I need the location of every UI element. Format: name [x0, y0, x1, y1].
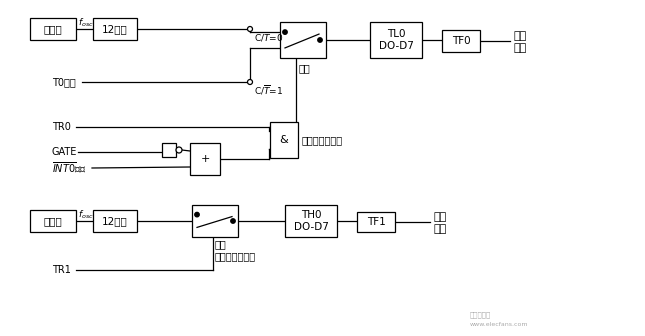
Bar [93, 210, 137, 232]
Text: $\overline{INT0}$引脚: $\overline{INT0}$引脚 [52, 161, 86, 175]
Bar [30, 210, 76, 232]
Text: TH0
DO-D7: TH0 DO-D7 [293, 210, 328, 232]
Text: 中断: 中断 [433, 212, 446, 222]
Text: 控制: 控制 [215, 239, 226, 249]
Text: （高电平有效）: （高电平有效） [302, 135, 343, 145]
Bar [357, 212, 395, 232]
Text: TF0: TF0 [451, 36, 470, 46]
Circle shape [248, 27, 252, 32]
Circle shape [176, 147, 182, 153]
Text: 振荡器: 振荡器 [44, 24, 63, 34]
Circle shape [195, 212, 199, 217]
Bar [192, 205, 238, 237]
Text: $f_{osc}$: $f_{osc}$ [78, 17, 94, 29]
Bar [30, 18, 76, 40]
Text: C/$\overline{T}$=0: C/$\overline{T}$=0 [254, 31, 284, 44]
Text: $f_{osc}$: $f_{osc}$ [78, 209, 94, 221]
Bar [442, 30, 480, 52]
Bar [162, 143, 176, 157]
Text: +: + [201, 154, 210, 164]
Bar [280, 22, 326, 58]
Circle shape [248, 80, 252, 84]
Bar [270, 122, 298, 158]
Bar [93, 18, 137, 40]
Text: C/$\overline{T}$=1: C/$\overline{T}$=1 [254, 84, 283, 97]
Text: 12分频: 12分频 [102, 24, 128, 34]
Text: TR0: TR0 [52, 122, 71, 132]
Text: TF1: TF1 [366, 217, 385, 227]
Circle shape [283, 30, 287, 34]
Text: 电子发烧友: 电子发烧友 [470, 312, 491, 318]
Text: 请求: 请求 [513, 43, 526, 53]
Text: &: & [280, 135, 288, 145]
Text: T0引脚: T0引脚 [52, 77, 75, 87]
Bar [370, 22, 422, 58]
Text: 振荡器: 振荡器 [44, 216, 63, 226]
Text: GATE: GATE [52, 147, 77, 157]
Circle shape [231, 219, 235, 223]
Text: TL0
DO-D7: TL0 DO-D7 [379, 29, 413, 51]
Bar [285, 205, 337, 237]
Circle shape [318, 38, 322, 42]
Text: 12分频: 12分频 [102, 216, 128, 226]
Text: 中断: 中断 [513, 31, 526, 41]
Text: 控制: 控制 [298, 63, 310, 73]
Text: 请求: 请求 [433, 224, 446, 234]
Text: （高电平有效）: （高电平有效） [215, 251, 256, 261]
Text: TR1: TR1 [52, 265, 71, 275]
Text: www.elecfans.com: www.elecfans.com [470, 323, 528, 328]
Bar [190, 143, 220, 175]
